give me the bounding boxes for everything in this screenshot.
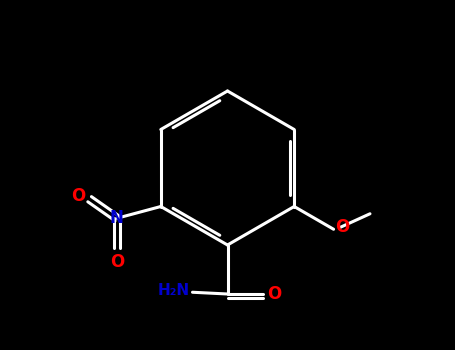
Text: O: O <box>110 253 124 271</box>
Text: H₂N: H₂N <box>157 283 190 298</box>
Text: N: N <box>110 209 124 227</box>
Text: O: O <box>71 187 86 205</box>
Text: O: O <box>335 218 349 237</box>
Text: O: O <box>267 285 281 303</box>
